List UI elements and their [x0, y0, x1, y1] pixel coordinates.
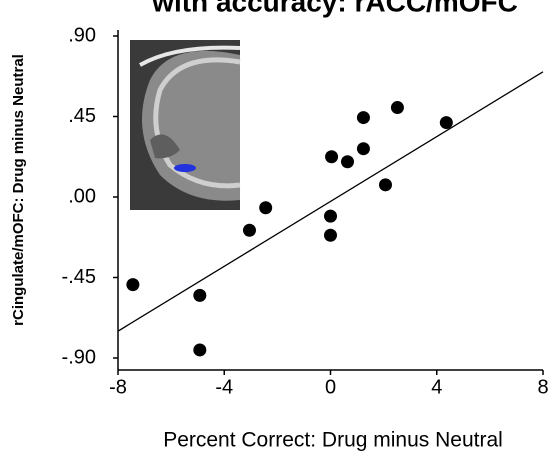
y-tick-label: .90: [68, 24, 96, 46]
brain-inset: [130, 40, 240, 210]
chart-title: with accuracy: rACC/mOFC: [151, 0, 518, 17]
x-tick-label: 8: [537, 376, 548, 398]
y-tick-label: -.45: [62, 266, 96, 288]
data-point: [259, 201, 272, 214]
y-tick-label: .00: [68, 185, 96, 207]
y-axis-label: rCingulate/mOFC: Drug minus Neutral: [10, 54, 27, 326]
data-point: [243, 224, 256, 237]
y-tick-label: -.90: [62, 346, 96, 368]
data-point: [324, 229, 337, 242]
data-point: [341, 155, 354, 168]
page: with accuracy: rACC/mOFC rCingulate/mOFC…: [0, 0, 552, 459]
chart: with accuracy: rACC/mOFC rCingulate/mOFC…: [0, 0, 552, 459]
inset-roi: [174, 164, 196, 172]
x-tick-label: 0: [325, 376, 336, 398]
data-point: [357, 142, 370, 155]
y-tick-label: .45: [68, 105, 96, 127]
data-point: [126, 278, 139, 291]
x-tick-label: -8: [109, 376, 127, 398]
x-axis-label: Percent Correct: Drug minus Neutral: [163, 429, 503, 452]
data-point: [391, 101, 404, 114]
data-point: [379, 178, 392, 191]
data-point: [325, 150, 338, 163]
data-point: [193, 343, 206, 356]
data-point: [193, 289, 206, 302]
x-tick-label: -4: [215, 376, 233, 398]
data-point: [324, 210, 337, 223]
data-point: [440, 116, 453, 129]
data-point: [357, 111, 370, 124]
x-tick-label: 4: [431, 376, 442, 398]
